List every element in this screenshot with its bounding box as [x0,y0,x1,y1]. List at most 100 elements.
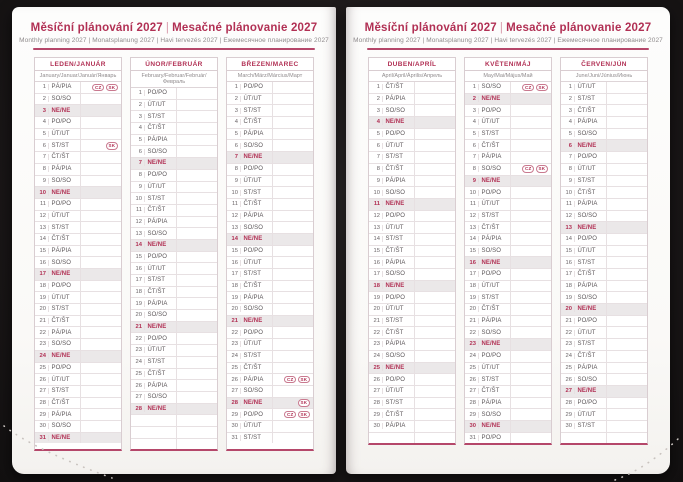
notes-area [415,269,456,280]
day-row: 7 PÁ/PIA [465,152,551,164]
notes-area [415,199,456,210]
day-abbreviation: ÚT/UT [49,374,81,385]
notes-area [607,94,648,105]
day-abbreviation: PO/PO [241,409,273,420]
day-abbreviation: SO/SO [575,374,607,385]
notes-area [273,140,314,151]
day-row: 23 NE/NE [465,339,551,351]
day-abbreviation: ÚT/UT [383,222,415,233]
day-abbreviation: ST/ST [241,105,273,117]
notes-area [415,409,456,420]
page-title-czech: Měsíční plánování 2027 [364,22,497,34]
notes-area [511,199,552,210]
day-row: 8 PO/PO [131,169,217,182]
notes-area: SK [273,398,314,409]
notes-area [81,234,122,245]
day-abbreviation: ST/ST [383,315,415,327]
day-row: 25 ÚT/UT [465,362,552,375]
day-abbreviation: NE/NE [49,432,81,444]
month-name: LEDEN/JANUÁR [35,58,121,71]
day-number: 30 [35,423,49,430]
notes-area [177,158,218,169]
day-number: 30 [369,423,383,430]
day-abbreviation: ČT/ŠT [479,140,511,152]
day-number: 20 [131,312,145,319]
day-abbreviation: SO/SO [479,163,511,175]
day-row: 19 SO/SO [561,292,647,305]
notes-area [511,363,552,374]
day-abbreviation: ČT/ŠT [383,409,415,420]
notes-area [81,94,122,105]
day-row: 25 PÁ/PIA [561,362,648,375]
day-abbreviation: ČT/ŠT [479,385,511,397]
day-abbreviation: ÚT/UT [575,82,607,93]
day-number: 1 [35,84,49,91]
day-abbreviation: PÁ/PIA [575,198,607,210]
notes-area [607,363,648,374]
day-row: 10 ST/ST [131,193,217,205]
day-row: 13 NE/NE [561,222,647,234]
day-row: 18 PÁ/PIA [561,280,647,293]
notes-area [415,327,456,338]
notes-area [177,217,218,228]
day-number: 16 [369,259,383,266]
day-row: 14 NE/NE [131,239,217,252]
notes-area [415,234,456,245]
notes-area [607,164,648,175]
day-number: 2 [131,102,145,109]
day-number: 1 [369,84,383,91]
month-table: KVĚTEN/MÁJ May/Mai/Május/Май 1 SO/SO CZ SK 2… [464,57,552,446]
day-number: 9 [35,177,49,184]
day-abbreviation: PO/PO [49,280,81,292]
day-number: 19 [561,294,575,301]
day-number: 5 [35,131,49,138]
notes-area [177,333,218,344]
notes-area [415,187,456,198]
notes-area [177,123,218,134]
day-row: 6 NE/NE [561,140,647,153]
day-number: 13 [227,224,241,231]
notes-area [511,281,552,292]
day-row: 2 ST/ST [561,93,648,106]
day-abbreviation: PO/PO [145,251,177,263]
notes-area [81,187,122,198]
notes-area [81,421,122,432]
day-number: 25 [561,364,575,371]
day-abbreviation: ČT/ŠT [145,204,177,216]
notes-area [511,421,552,432]
day-abbreviation: NE/NE [575,304,607,315]
day-number: 10 [131,195,145,202]
day-number: 10 [369,189,383,196]
day-abbreviation: NE/NE [479,93,511,105]
day-number: 12 [561,212,575,219]
notes-area [415,140,456,151]
day-abbreviation: SO/SO [479,82,511,93]
day-number: 12 [131,218,145,225]
day-abbreviation: ST/ST [49,385,81,397]
day-number: 24 [227,353,241,360]
day-number: 24 [561,353,575,360]
day-abbreviation: SO/SO [49,257,81,268]
day-abbreviation: NE/NE [49,269,81,280]
day-number: 7 [131,160,145,167]
day-number: 22 [227,329,241,336]
day-row: 3 NE/NE [35,105,121,118]
notes-area [81,386,122,397]
day-row: 18 ČT/ŠT [227,280,313,293]
day-abbreviation: SO/SO [145,146,177,158]
day-abbreviation: PO/PO [575,233,607,245]
day-abbreviation: PO/PO [241,163,273,175]
notes-area [273,386,314,397]
day-number: 8 [131,172,145,179]
notes-area [81,246,122,257]
day-abbreviation: PO/PO [479,269,511,280]
notes-area [607,222,648,233]
notes-area [511,339,552,350]
day-row: 26 PÁ/PIA [131,380,217,392]
day-row: 27 ÚT/UT [369,385,455,398]
day-number: 9 [131,183,145,190]
day-abbreviation: PO/PO [575,315,607,327]
day-abbreviation: NE/NE [479,420,511,432]
day-number: 27 [227,388,241,395]
day-number: 4 [131,125,145,132]
